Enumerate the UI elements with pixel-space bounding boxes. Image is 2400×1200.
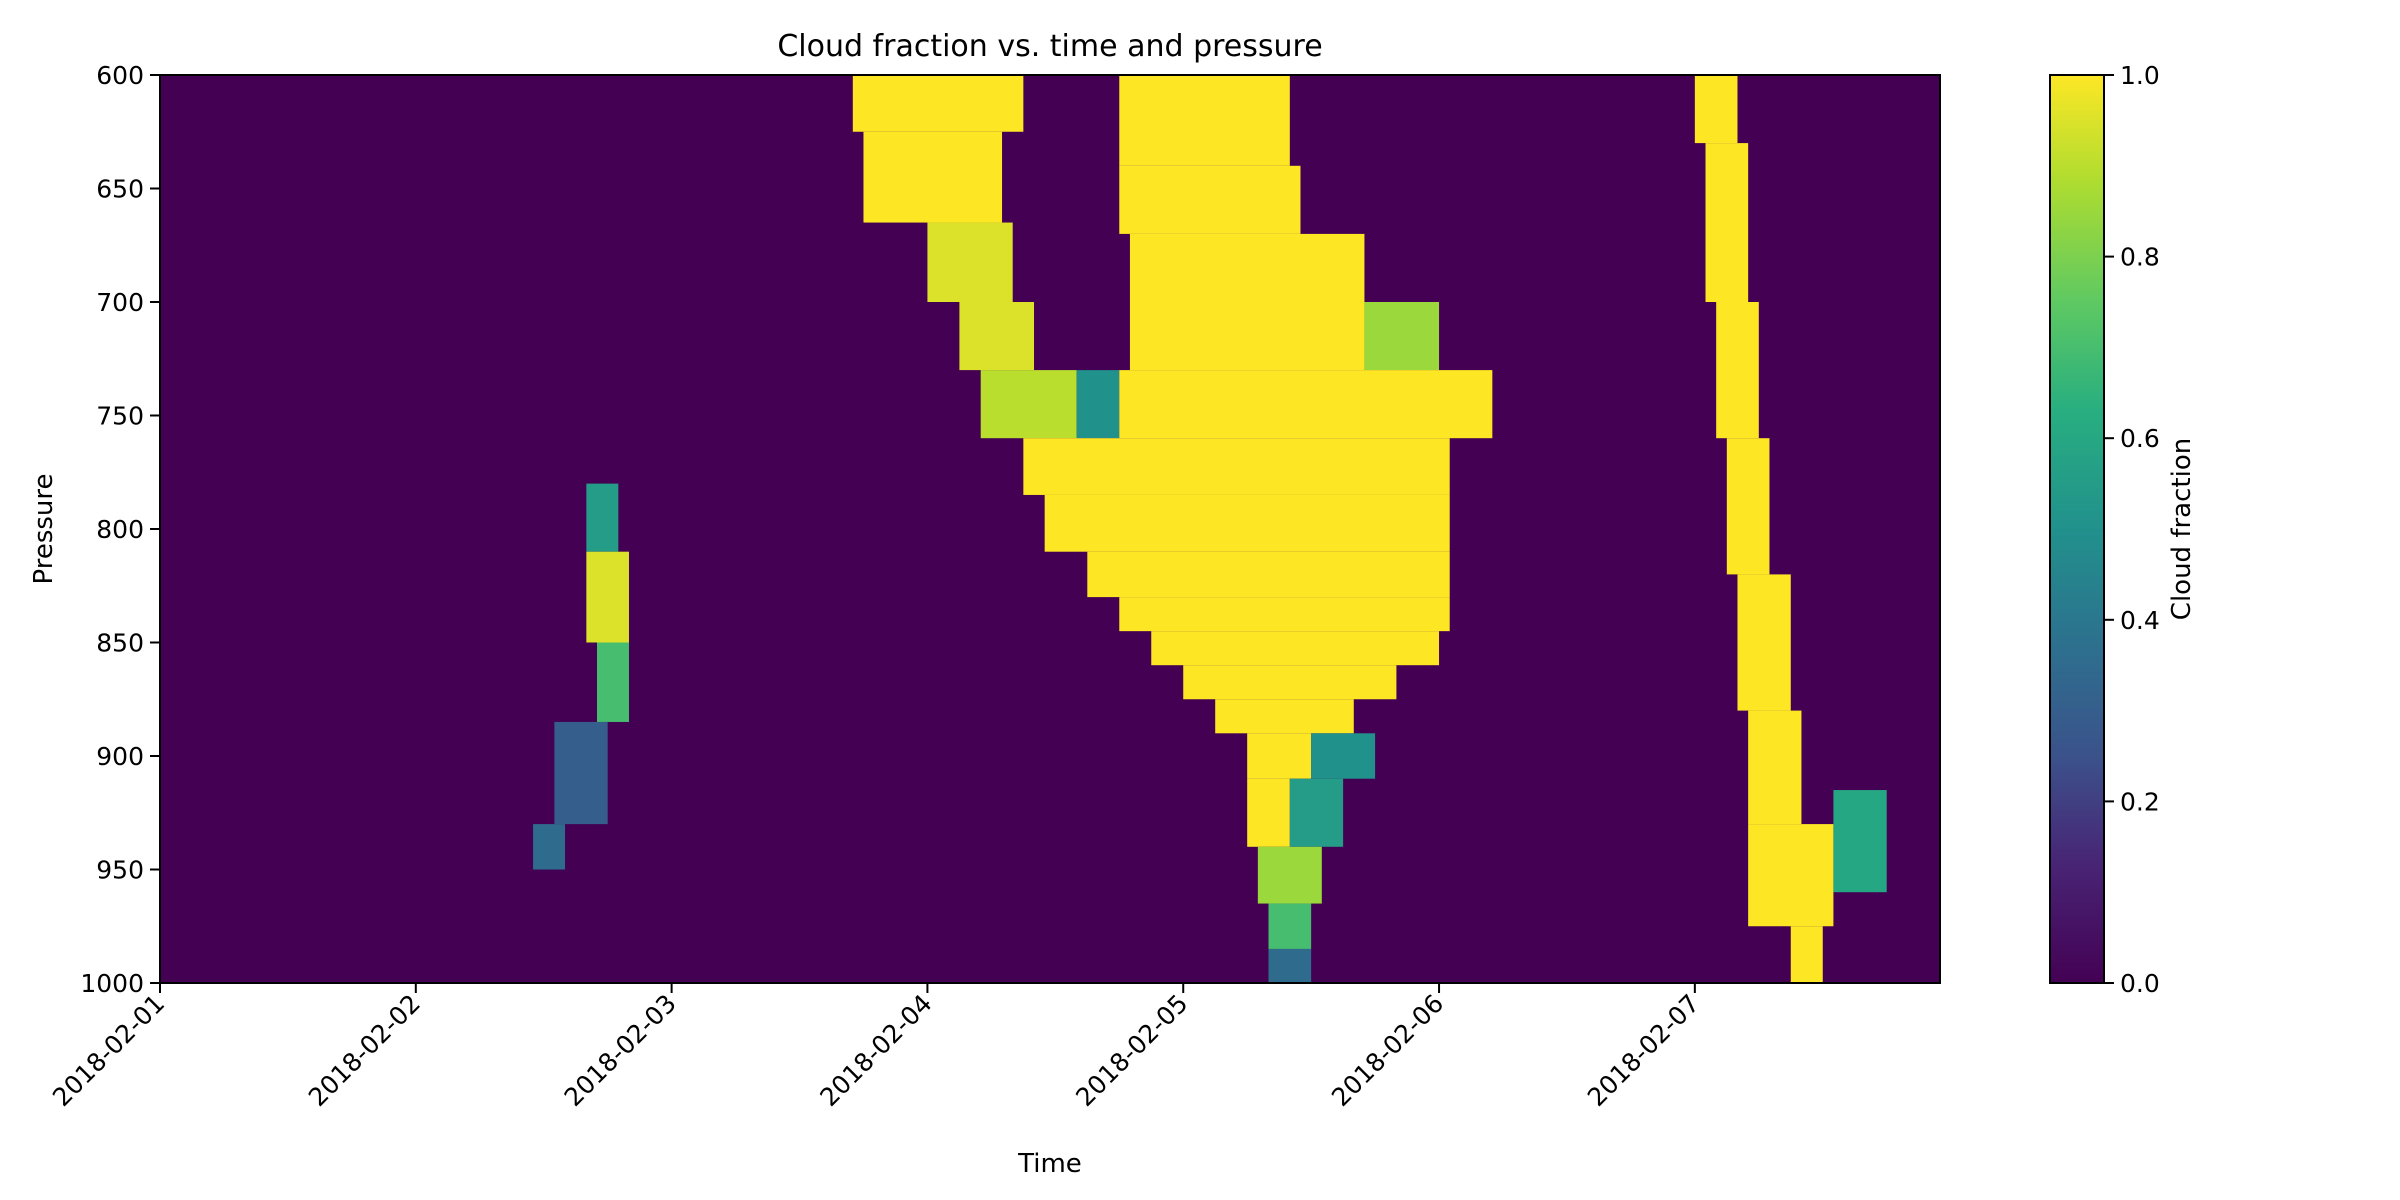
- heatmap-cell: [1737, 574, 1791, 711]
- colorbar-tick-label: 1.0: [2120, 61, 2160, 90]
- y-tick-label: 650: [96, 175, 144, 204]
- heatmap-cell: [852, 75, 1024, 132]
- x-tick-label: 2018-02-07: [1582, 989, 1705, 1112]
- y-tick-label: 1000: [80, 969, 144, 998]
- heatmap-cell: [1023, 438, 1450, 495]
- heatmap-cell: [1119, 597, 1450, 632]
- heatmap-cell: [1790, 926, 1823, 983]
- heatmap-cell: [863, 131, 1003, 223]
- heatmap-cell: [1833, 790, 1887, 893]
- heatmap-cell: [586, 483, 619, 552]
- heatmap-cell: [586, 551, 629, 643]
- heatmap-cell: [1044, 494, 1450, 552]
- heatmap-cell: [1119, 370, 1493, 439]
- colorbar-ticks: 0.0 0.2 0.4 0.6 0.8 1.0: [2104, 61, 2160, 998]
- heatmap-cell: [927, 222, 1013, 302]
- heatmap-cell: [533, 824, 566, 870]
- colorbar-tick-label: 0.8: [2120, 243, 2160, 272]
- x-tick-label: 2018-02-02: [303, 989, 426, 1112]
- y-axis-label: Pressure: [29, 473, 59, 584]
- y-tick-label: 950: [96, 856, 144, 885]
- heatmap-cell: [1151, 631, 1440, 666]
- heatmap-cell: [1119, 165, 1301, 234]
- heatmap-cell: [1087, 551, 1450, 598]
- heatmap-cell: [1289, 778, 1344, 847]
- y-tick-label: 700: [96, 288, 144, 317]
- heatmap-cell: [1119, 75, 1290, 166]
- heatmap-cell: [1364, 302, 1440, 371]
- x-tick-label: 2018-02-03: [559, 989, 682, 1112]
- x-tick-label: 2018-02-01: [47, 989, 170, 1112]
- heatmap-cell: [1257, 846, 1322, 904]
- heatmap-cell: [1268, 948, 1312, 983]
- y-tick-label: 800: [96, 515, 144, 544]
- heatmap-cell: [554, 721, 608, 825]
- colorbar-tick-label: 0.0: [2120, 969, 2160, 998]
- heatmap-cell: [1705, 143, 1749, 302]
- colorbar-tick-label: 0.4: [2120, 606, 2160, 635]
- y-axis: 600 650 700 750 800 850 900 950 1000: [80, 61, 160, 998]
- y-tick-label: 750: [96, 402, 144, 431]
- heatmap-cell: [1726, 438, 1770, 575]
- x-tick-label: 2018-02-05: [1070, 989, 1193, 1112]
- heatmap-cell: [1694, 75, 1738, 144]
- colorbar-tick-label: 0.2: [2120, 787, 2160, 816]
- heatmap-cell: [1268, 903, 1312, 949]
- y-tick-label: 900: [96, 742, 144, 771]
- colorbar: [2049, 74, 2105, 984]
- heatmap-cell: [1183, 665, 1397, 700]
- heatmap-cell: [1311, 733, 1376, 779]
- heatmap-cells: [533, 75, 1887, 983]
- heatmap-cell: [1076, 370, 1120, 439]
- colorbar-label: Cloud fraction: [2167, 438, 2197, 620]
- y-tick-label: 600: [96, 61, 144, 90]
- heatmap-cell: [1129, 302, 1365, 371]
- colorbar-tick-label: 0.6: [2120, 424, 2160, 453]
- heatmap-cell: [1247, 778, 1290, 847]
- x-axis-label: Time: [1017, 1149, 1082, 1179]
- x-tick-label: 2018-02-06: [1326, 989, 1449, 1112]
- x-tick-label: 2018-02-04: [814, 989, 937, 1112]
- heatmap-cell: [1716, 302, 1759, 439]
- y-tick-label: 850: [96, 629, 144, 658]
- heatmap-cell: [980, 370, 1077, 439]
- heatmap-cell: [1748, 710, 1802, 825]
- chart-title: Cloud fraction vs. time and pressure: [777, 29, 1322, 64]
- heatmap-cell: [597, 642, 629, 722]
- heatmap-cell: [1129, 233, 1365, 302]
- heatmap-cell: [959, 302, 1035, 371]
- heatmap-cell: [1215, 699, 1354, 734]
- x-axis: 2018-02-01 2018-02-02 2018-02-03 2018-02-04…: [47, 983, 1705, 1112]
- heatmap-cell: [1748, 824, 1834, 927]
- heatmap-cell: [1247, 733, 1312, 779]
